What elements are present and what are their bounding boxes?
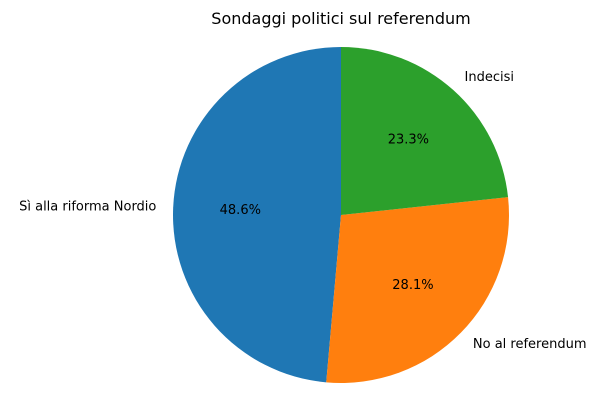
chart-title: Sondaggi politici sul referendum <box>211 9 470 28</box>
pie-value-label-1: 48.6% <box>220 203 261 218</box>
pie-category-label-2: No al referendum <box>473 337 587 352</box>
pie-category-label-3: Indecisi <box>465 70 514 85</box>
pie-value-label-2: 28.1% <box>392 278 433 293</box>
pie-value-label-3: 23.3% <box>388 133 429 148</box>
pie-category-label-1: Sì alla riforma Nordio <box>19 199 156 214</box>
pie-slice-2 <box>326 197 509 383</box>
pie-slices <box>172 47 509 383</box>
pie-labels: 48.6% Sì alla riforma Nordio 28.1% No al re… <box>19 70 586 352</box>
pie-slice-3 <box>341 47 509 215</box>
pie-slice-1 <box>172 47 341 383</box>
